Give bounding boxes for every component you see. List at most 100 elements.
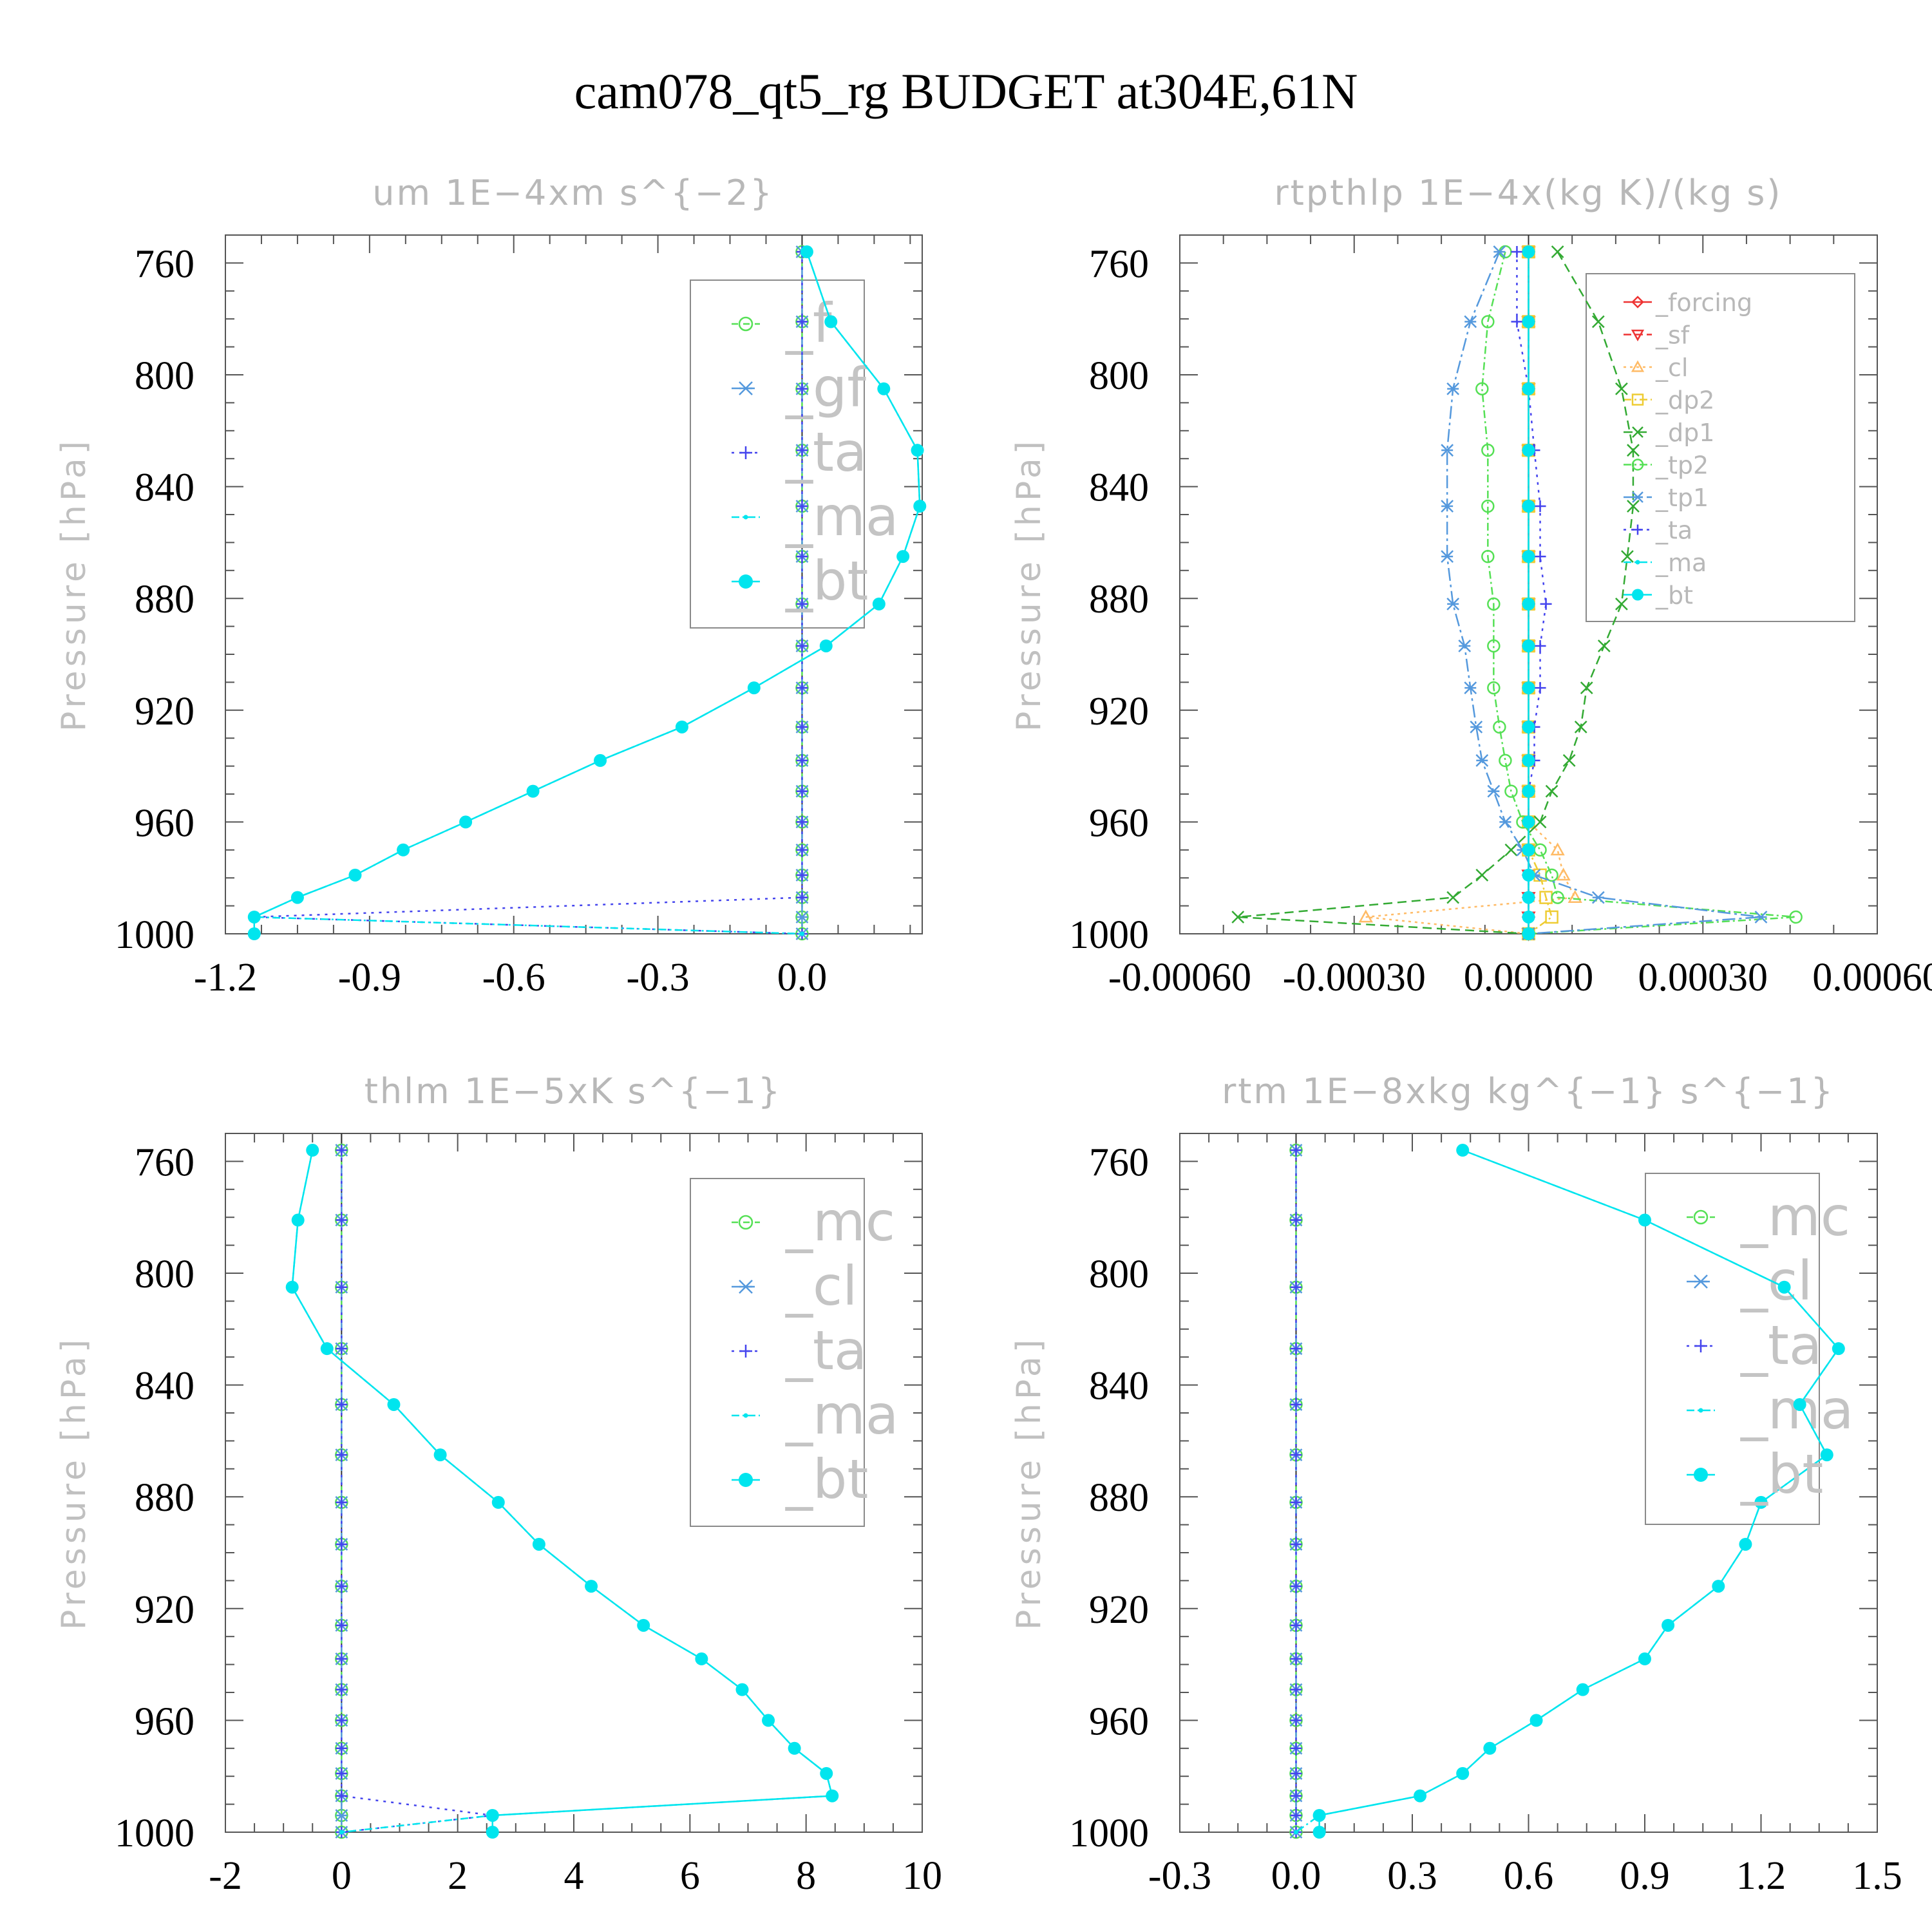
data-point	[1522, 444, 1535, 457]
panels: um 1E−4xm s^{−2}Pressure [hPa]7608008408…	[55, 173, 1932, 1898]
data-point	[824, 315, 838, 328]
data-point	[336, 1714, 348, 1727]
data-point	[796, 844, 808, 856]
series-line	[341, 1150, 493, 1833]
data-point	[336, 1144, 348, 1157]
data-point	[336, 1343, 348, 1355]
data-point	[285, 1280, 299, 1294]
legend-label: _mc	[1740, 1185, 1850, 1248]
legend-marker	[1631, 459, 1644, 471]
series-line	[1238, 251, 1634, 935]
x-tick-label: 0.3	[1387, 1854, 1437, 1898]
panel-1: um 1E−4xm s^{−2} Pressure [hPa] 760 800 840 8…	[55, 173, 927, 999]
data-point	[491, 1495, 505, 1509]
y-tick-label: 1000	[115, 913, 194, 957]
data-point	[675, 720, 688, 734]
legend-marker	[1632, 491, 1643, 503]
data-point	[1832, 1342, 1845, 1356]
y-tick-label: 880	[135, 1476, 194, 1520]
data-point	[819, 639, 833, 652]
legend-label: _gf	[785, 356, 867, 419]
data-point	[1487, 639, 1501, 653]
y-tick-label: 840	[1089, 1365, 1149, 1408]
data-point	[1290, 1449, 1302, 1461]
data-point	[1591, 315, 1605, 328]
data-point	[1574, 720, 1587, 734]
legend-box	[690, 1178, 865, 1527]
data-point	[1591, 891, 1605, 904]
legend-marker	[1694, 1468, 1708, 1482]
data-point	[1458, 639, 1472, 652]
data-point	[795, 911, 809, 923]
legend-marker	[1632, 589, 1643, 601]
data-point	[1487, 784, 1501, 798]
data-point	[1290, 1343, 1302, 1355]
data-point	[1522, 245, 1535, 259]
data-point	[336, 1767, 348, 1779]
data-point	[1290, 1790, 1302, 1802]
data-point	[1493, 720, 1506, 734]
data-point	[336, 1790, 348, 1802]
data-point	[1290, 1742, 1302, 1754]
x-tick-label: 1.2	[1736, 1854, 1786, 1898]
legend-marker	[1694, 1340, 1707, 1352]
data-point	[1638, 1213, 1651, 1227]
data-point	[1545, 784, 1558, 798]
data-point	[348, 868, 362, 882]
data-point	[290, 891, 304, 904]
data-point	[1739, 1537, 1752, 1551]
x-tick-label: 0.6	[1504, 1854, 1554, 1898]
data-point	[1231, 911, 1245, 923]
legend-marker	[743, 515, 748, 520]
data-point	[1511, 246, 1523, 258]
legend-label: _bt	[1740, 1443, 1823, 1506]
data-point	[1615, 382, 1628, 395]
data-point	[1638, 1652, 1651, 1665]
data-point	[336, 1538, 348, 1550]
data-point	[796, 639, 808, 652]
legend-marker	[739, 446, 752, 459]
data-point	[1533, 815, 1547, 829]
data-point	[796, 816, 808, 828]
data-point	[1290, 1144, 1302, 1157]
data-point	[335, 1809, 348, 1822]
data-point	[1522, 815, 1535, 829]
data-point	[1470, 720, 1483, 734]
data-point	[1534, 500, 1546, 512]
data-point	[1580, 681, 1593, 694]
data-point	[1504, 784, 1518, 798]
y-tick-label: 760	[135, 242, 194, 286]
y-tick-label: 880	[1089, 1476, 1149, 1520]
data-point	[585, 1580, 598, 1593]
y-tick-label: 760	[1089, 242, 1149, 286]
y-tick-label: 760	[1089, 1141, 1149, 1184]
data-point	[336, 1653, 348, 1665]
data-point	[1551, 245, 1564, 258]
y-tick-label: 1000	[1069, 1812, 1149, 1855]
data-point	[1511, 316, 1523, 328]
data-point	[1534, 639, 1546, 652]
data-point	[336, 1742, 348, 1754]
data-point	[306, 1144, 319, 1157]
x-tick-label: 0.9	[1620, 1854, 1670, 1898]
data-point	[796, 500, 808, 512]
x-tick-label: -0.3	[627, 956, 690, 999]
series-line	[1528, 252, 1553, 935]
data-point	[336, 1619, 348, 1631]
legend-marker	[738, 316, 753, 332]
legend-box	[690, 279, 865, 629]
data-point	[1712, 1580, 1725, 1593]
data-point	[1576, 1683, 1589, 1696]
data-point	[1551, 891, 1564, 904]
legend-label: _cl	[1740, 1249, 1813, 1312]
series-dp1	[1231, 245, 1640, 940]
legend-label: _tp1	[1655, 484, 1709, 512]
legend-label: _ta	[785, 421, 867, 484]
legend-marker	[1693, 1209, 1709, 1225]
x-tick-label: -0.3	[1148, 1854, 1211, 1898]
data-point	[1441, 444, 1454, 457]
data-point	[1481, 549, 1495, 564]
legend-label: _ma	[1655, 549, 1707, 577]
legend-box	[1586, 273, 1855, 622]
data-point	[336, 1683, 348, 1696]
